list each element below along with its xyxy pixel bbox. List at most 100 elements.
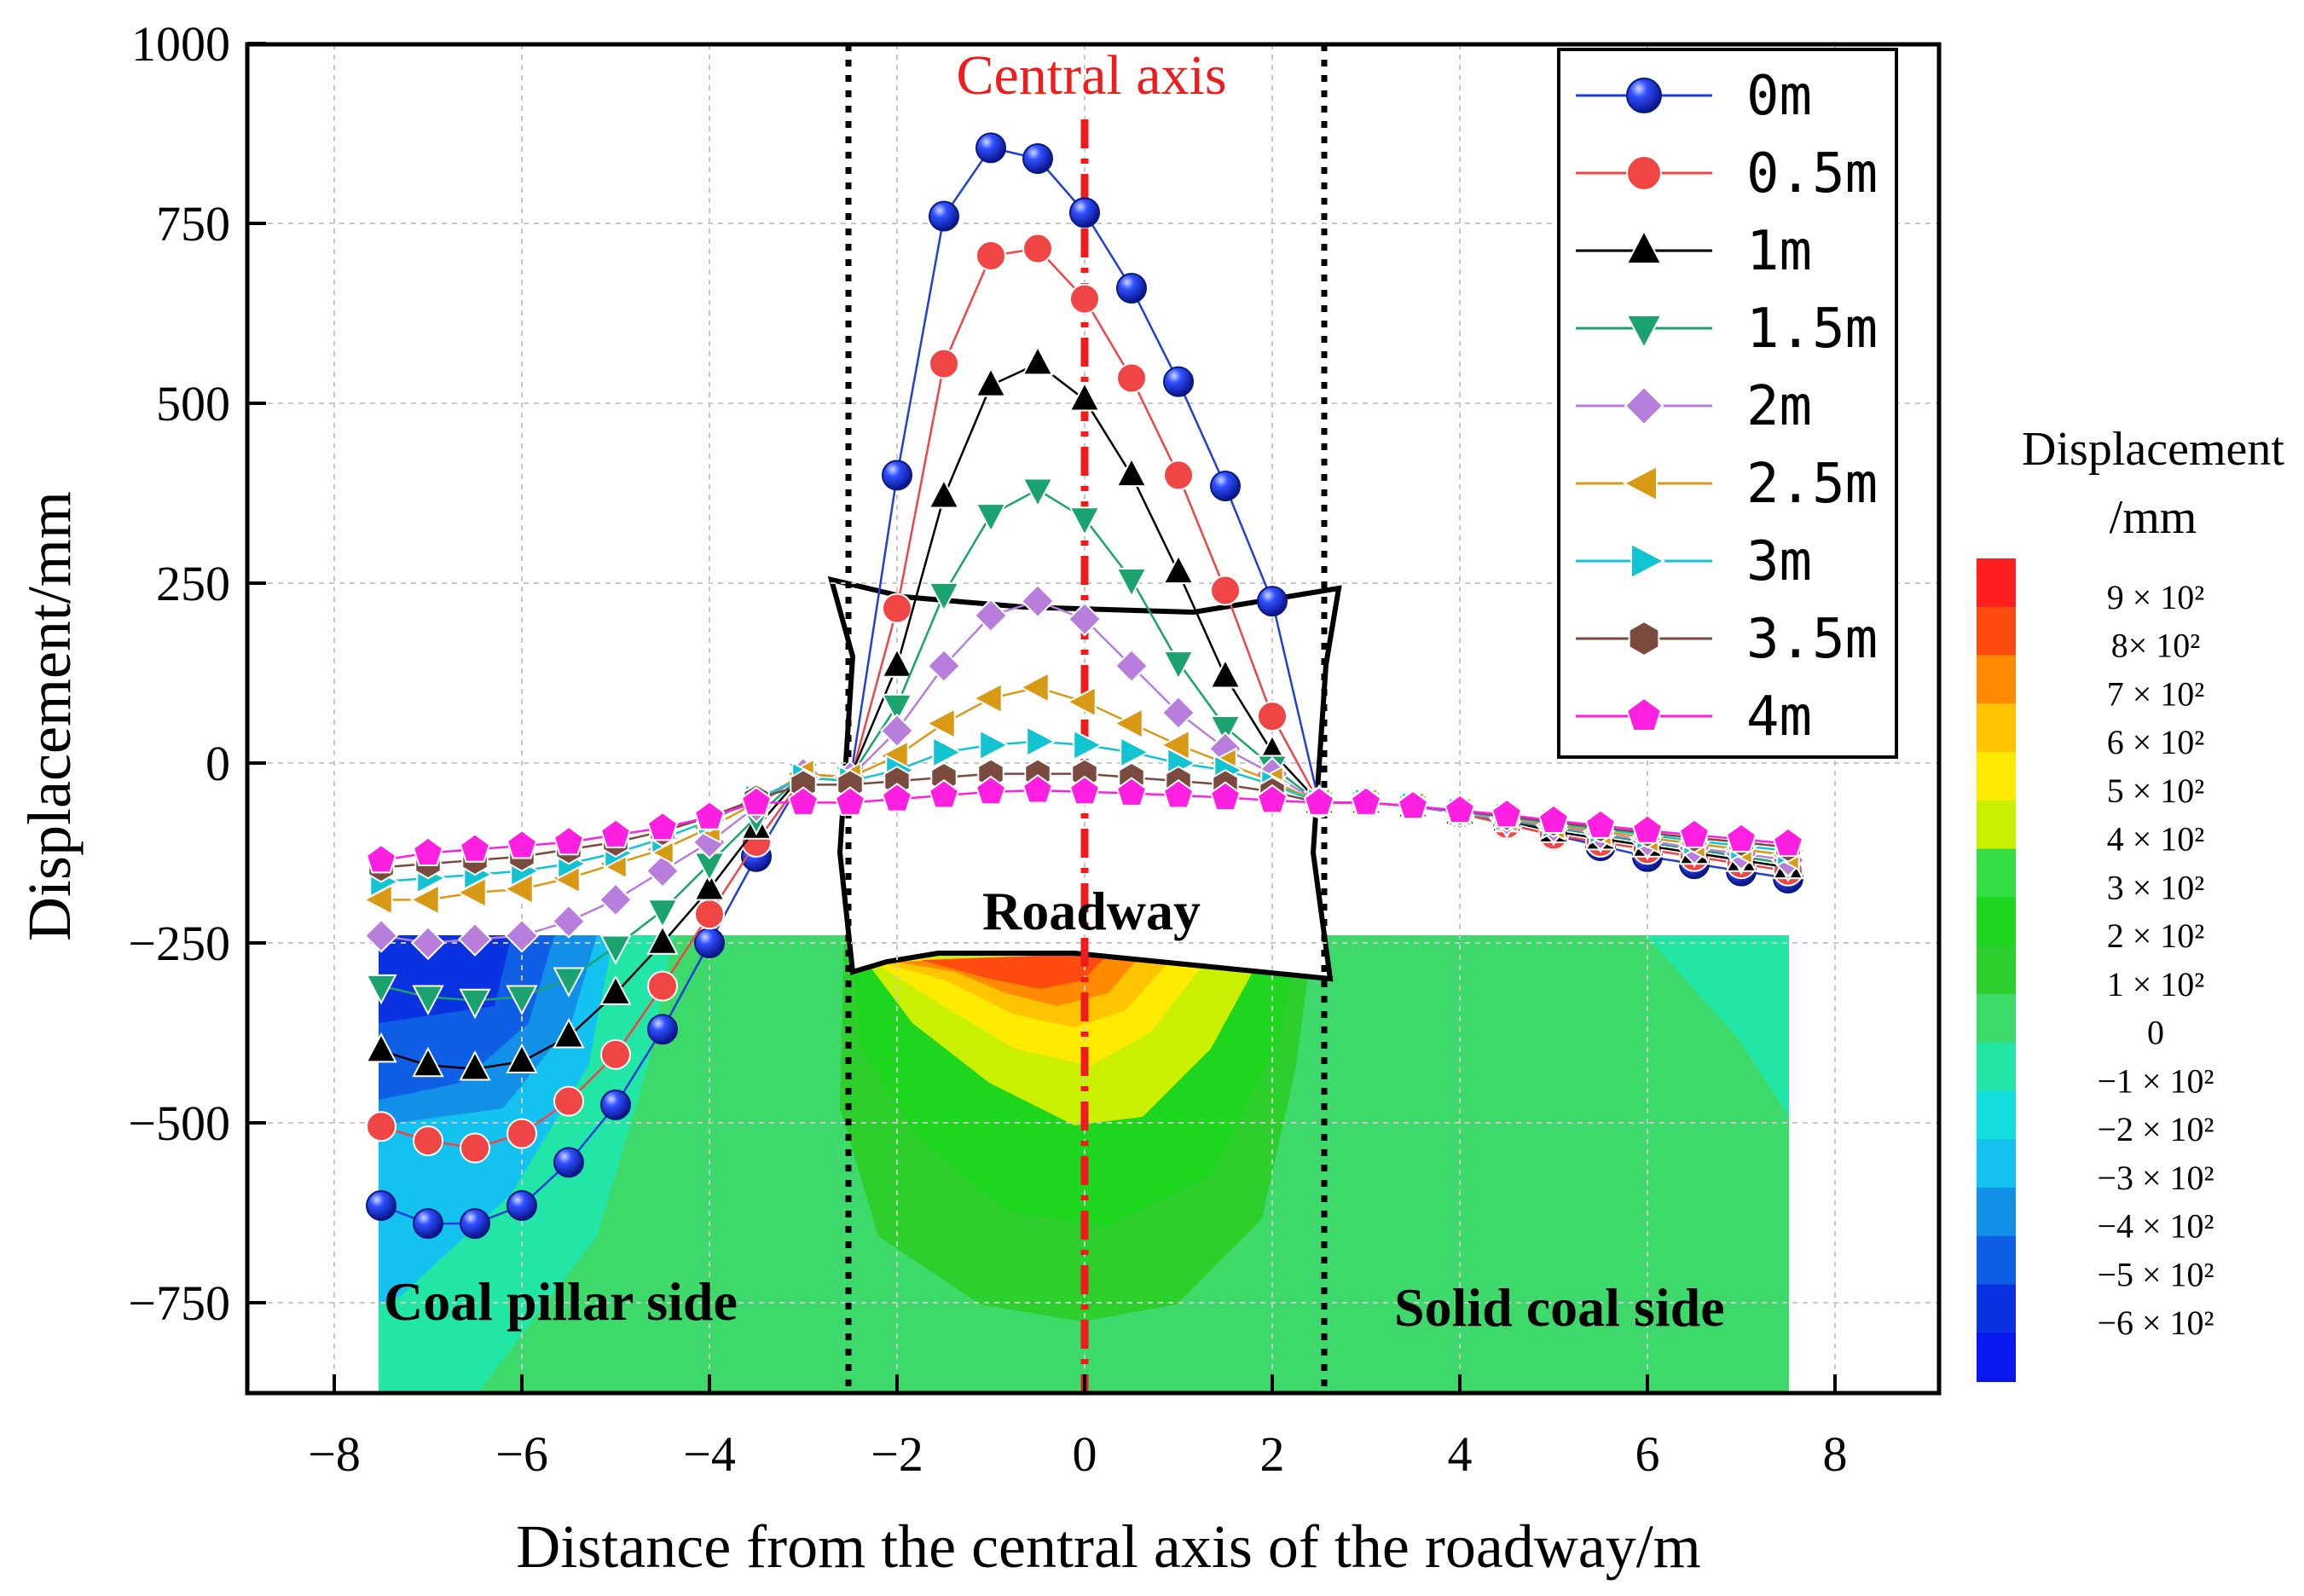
data-point xyxy=(834,786,866,816)
legend-label: 2.5m xyxy=(1746,453,1878,516)
data-point xyxy=(926,648,962,684)
legend-label: 3.5m xyxy=(1746,608,1878,671)
data-point xyxy=(1209,658,1242,689)
data-point xyxy=(787,786,819,816)
data-point xyxy=(979,729,1010,761)
data-point xyxy=(1303,786,1335,816)
data-point xyxy=(365,974,397,1005)
data-point xyxy=(553,825,585,856)
data-point xyxy=(553,1147,584,1178)
data-point xyxy=(647,1014,678,1045)
colorbar-swatch xyxy=(1977,1333,2016,1382)
legend-item: 2m xyxy=(1576,375,1812,438)
data-point xyxy=(412,836,444,866)
legend-item: 3.5m xyxy=(1576,608,1878,671)
legend-item: 1m xyxy=(1576,220,1812,283)
data-point xyxy=(1019,671,1050,704)
data-point xyxy=(928,778,960,809)
roadway-label: Roadway xyxy=(982,881,1201,941)
data-point xyxy=(1162,651,1195,681)
legend-item: 0m xyxy=(1576,65,1812,128)
y-tick-label: 500 xyxy=(156,376,230,431)
colorbar-swatch xyxy=(1977,1187,2016,1237)
contour-mid-redorange xyxy=(921,953,1109,989)
colorbar: Displacement /mm 9 × 10² 8× 10² 7 × 10² 6 ×… xyxy=(1977,423,2284,1382)
colorbar-level-label: 8× 10² xyxy=(2111,627,2201,665)
y-tick-label: −750 xyxy=(128,1275,230,1331)
colorbar-swatch xyxy=(1977,993,2016,1044)
x-axis: −8 −6 −4 −2 0 2 4 6 8 xyxy=(308,1374,1848,1482)
x-axis-title: Distance from the central axis of the ro… xyxy=(516,1512,1700,1581)
data-point xyxy=(1256,784,1288,814)
colorbar-swatch xyxy=(1977,752,2016,801)
legend-label: 1.5m xyxy=(1746,298,1878,361)
data-point xyxy=(504,918,540,953)
colorbar-title-line2: /mm xyxy=(2110,491,2197,544)
data-point xyxy=(553,1018,585,1049)
data-point xyxy=(506,829,538,859)
guide-lines xyxy=(845,44,1328,1393)
data-point xyxy=(1113,707,1143,740)
legend-marker xyxy=(1626,78,1662,113)
data-point xyxy=(929,200,959,232)
data-point xyxy=(928,478,960,509)
legend-marker xyxy=(1626,155,1662,191)
data-point xyxy=(599,818,632,848)
series-group xyxy=(362,132,1807,1240)
data-point xyxy=(882,593,912,624)
data-point xyxy=(932,736,963,768)
data-point xyxy=(1162,778,1195,809)
legend-item: 3m xyxy=(1576,530,1812,593)
colorbar-level-label: 1 × 10² xyxy=(2107,965,2205,1003)
legend-marker xyxy=(1622,465,1658,502)
data-point xyxy=(1115,568,1148,598)
data-point xyxy=(1491,798,1523,829)
legend-marker xyxy=(1628,620,1660,657)
data-point xyxy=(553,1085,584,1117)
data-point xyxy=(600,1089,631,1120)
data-point xyxy=(457,922,493,957)
colorbar-swatch xyxy=(1977,558,2016,608)
data-point xyxy=(925,707,956,740)
data-point xyxy=(366,1111,397,1142)
data-point xyxy=(1584,809,1617,839)
legend-item: 0.5m xyxy=(1576,142,1878,205)
data-point xyxy=(1068,506,1101,537)
data-point xyxy=(413,1208,443,1240)
data-point xyxy=(1069,197,1100,228)
central-axis-label: Central axis xyxy=(956,44,1226,107)
data-point xyxy=(1678,818,1711,848)
data-point xyxy=(1163,460,1194,491)
colorbar-level-label: −1 × 10² xyxy=(2097,1061,2214,1100)
y-tick-label: −250 xyxy=(128,916,230,971)
colorbar-swatch xyxy=(1977,1284,2016,1334)
y-tick-label: 1000 xyxy=(131,16,230,72)
data-point xyxy=(1020,583,1056,619)
colorbar-swatch xyxy=(1977,848,2016,899)
data-point xyxy=(1115,456,1148,488)
data-point xyxy=(1022,773,1054,804)
legend-label: 0m xyxy=(1746,65,1812,128)
data-point xyxy=(459,833,491,863)
data-point xyxy=(1631,814,1664,844)
data-point xyxy=(1163,366,1194,397)
data-point xyxy=(1022,143,1053,175)
colorbar-level-label: −6 × 10² xyxy=(2097,1304,2214,1342)
colorbar-level-label: 3 × 10² xyxy=(2107,868,2205,906)
data-point xyxy=(1257,586,1288,617)
series-4m xyxy=(365,773,1804,874)
colorbar-title-line1: Displacement xyxy=(2022,423,2284,476)
data-point xyxy=(1210,471,1241,502)
x-tick-label: −8 xyxy=(308,1426,361,1482)
data-point xyxy=(1067,602,1103,637)
data-point xyxy=(1537,804,1570,834)
data-point xyxy=(599,934,632,965)
data-point xyxy=(551,904,587,939)
data-point xyxy=(929,348,959,379)
data-point xyxy=(1069,283,1100,315)
data-point xyxy=(409,883,440,917)
data-point xyxy=(1068,381,1101,412)
colorbar-level-label: −4 × 10² xyxy=(2097,1207,2214,1246)
y-axis-title: Displacement/mm xyxy=(15,491,84,941)
